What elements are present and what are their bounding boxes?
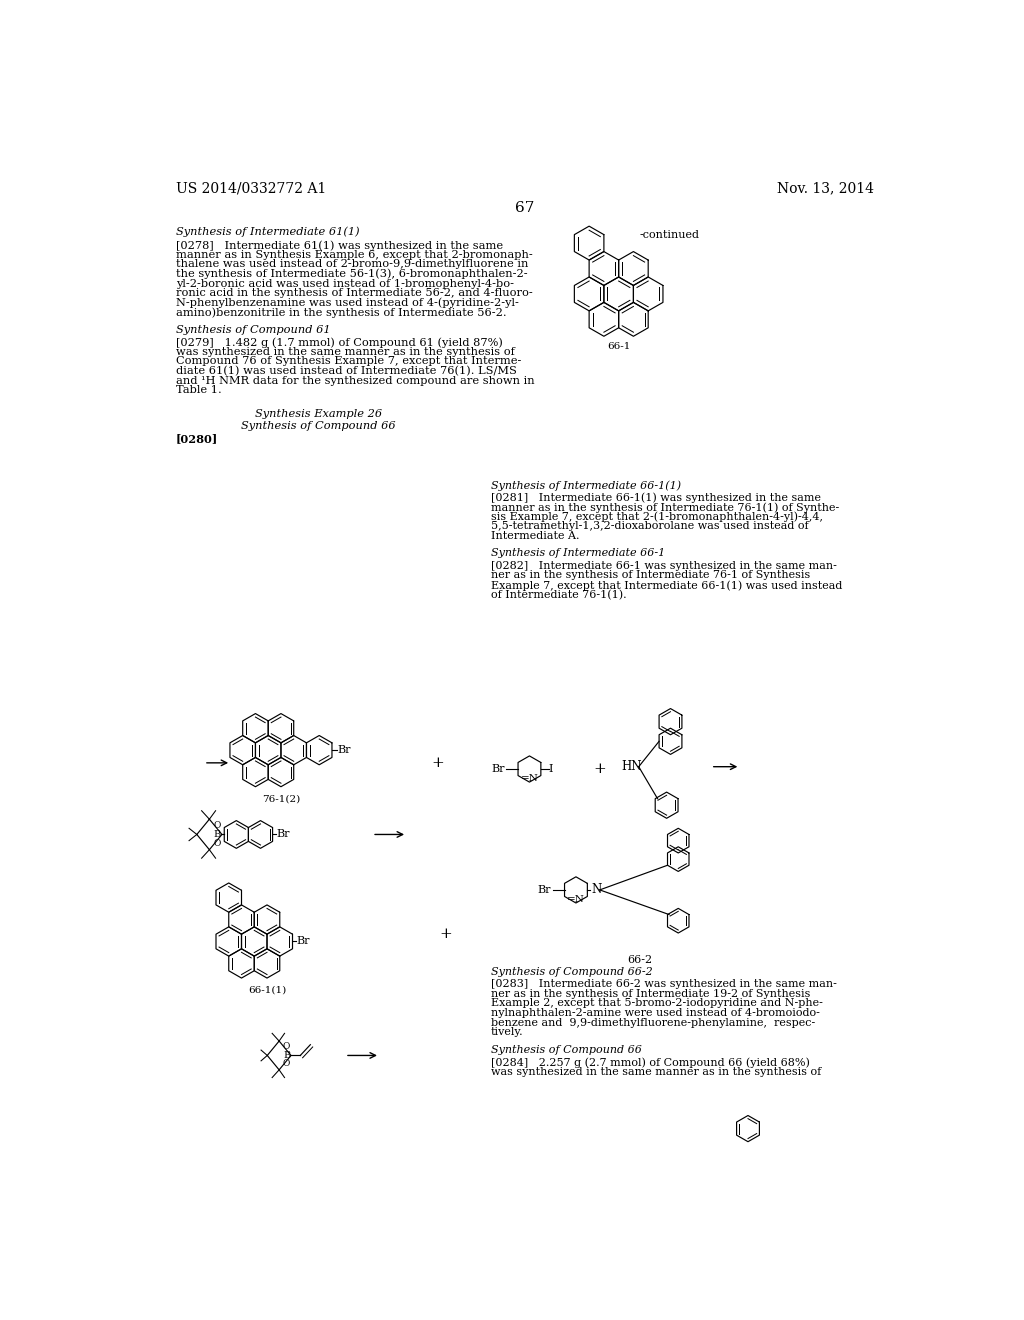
- Text: Br: Br: [337, 746, 351, 755]
- Text: -continued: -continued: [640, 230, 699, 240]
- Text: Synthesis of Compound 61: Synthesis of Compound 61: [176, 325, 331, 335]
- Text: 67: 67: [515, 201, 535, 215]
- Text: Br: Br: [296, 936, 310, 946]
- Text: benzene and  9,9-dimethylfluorene-phenylamine,  respec-: benzene and 9,9-dimethylfluorene-phenyla…: [490, 1018, 815, 1028]
- Text: was synthesized in the same manner as in the synthesis of: was synthesized in the same manner as in…: [490, 1067, 821, 1077]
- Text: thalene was used instead of 2-bromo-9,9-dimethylfluorene in: thalene was used instead of 2-bromo-9,9-…: [176, 259, 528, 269]
- Text: [0282]   Intermediate 66-1 was synthesized in the same man-: [0282] Intermediate 66-1 was synthesized…: [490, 561, 837, 570]
- Text: B: B: [213, 830, 220, 840]
- Text: Synthesis of Intermediate 66-1(1): Synthesis of Intermediate 66-1(1): [490, 480, 681, 491]
- Text: Br: Br: [276, 829, 290, 840]
- Text: Br: Br: [492, 764, 505, 774]
- Text: O: O: [282, 1043, 290, 1052]
- Text: Synthesis of Compound 66-2: Synthesis of Compound 66-2: [490, 966, 652, 977]
- Text: Nov. 13, 2014: Nov. 13, 2014: [776, 182, 873, 195]
- Text: Intermediate A.: Intermediate A.: [490, 531, 580, 541]
- Text: of Intermediate 76-1(1).: of Intermediate 76-1(1).: [490, 590, 627, 599]
- Text: US 2014/0332772 A1: US 2014/0332772 A1: [176, 182, 327, 195]
- Text: [0280]: [0280]: [176, 433, 218, 445]
- Text: O: O: [282, 1060, 290, 1068]
- Text: B: B: [284, 1051, 291, 1060]
- Text: ner as in the synthesis of Intermediate 76-1 of Synthesis: ner as in the synthesis of Intermediate …: [490, 570, 810, 581]
- Text: ronic acid in the synthesis of Intermediate 56-2, and 4-fluoro-: ronic acid in the synthesis of Intermedi…: [176, 288, 532, 298]
- Text: Synthesis of Compound 66: Synthesis of Compound 66: [242, 421, 396, 430]
- Text: =N: =N: [520, 775, 539, 783]
- Text: Synthesis of Intermediate 61(1): Synthesis of Intermediate 61(1): [176, 226, 359, 236]
- Text: N-phenylbenzenamine was used instead of 4-(pyridine-2-yl-: N-phenylbenzenamine was used instead of …: [176, 298, 519, 309]
- Text: diate 61(1) was used instead of Intermediate 76(1). LS/MS: diate 61(1) was used instead of Intermed…: [176, 366, 517, 376]
- Text: [0279]   1.482 g (1.7 mmol) of Compound 61 (yield 87%): [0279] 1.482 g (1.7 mmol) of Compound 61…: [176, 337, 503, 347]
- Text: +: +: [594, 762, 606, 776]
- Text: 5,5-tetramethyl-1,3,2-dioxaborolane was used instead of: 5,5-tetramethyl-1,3,2-dioxaborolane was …: [490, 521, 808, 532]
- Text: nylnaphthalen-2-amine were used instead of 4-bromoiodo-: nylnaphthalen-2-amine were used instead …: [490, 1008, 819, 1018]
- Text: O: O: [213, 821, 221, 830]
- Text: 66-2: 66-2: [627, 956, 652, 965]
- Text: the synthesis of Intermediate 56-1(3), 6-bromonaphthalen-2-: the synthesis of Intermediate 56-1(3), 6…: [176, 269, 527, 280]
- Text: tively.: tively.: [490, 1027, 523, 1038]
- Text: Compound 76 of Synthesis Example 7, except that Interme-: Compound 76 of Synthesis Example 7, exce…: [176, 356, 521, 366]
- Text: Synthesis Example 26: Synthesis Example 26: [255, 409, 382, 418]
- Text: I: I: [549, 764, 553, 774]
- Text: Example 7, except that Intermediate 66-1(1) was used instead: Example 7, except that Intermediate 66-1…: [490, 579, 842, 590]
- Text: [0284]   2.257 g (2.7 mmol) of Compound 66 (yield 68%): [0284] 2.257 g (2.7 mmol) of Compound 66…: [490, 1057, 810, 1068]
- Text: HN: HN: [621, 760, 641, 774]
- Text: manner as in the synthesis of Intermediate 76-1(1) of Synthe-: manner as in the synthesis of Intermedia…: [490, 502, 839, 512]
- Text: [0278]   Intermediate 61(1) was synthesized in the same: [0278] Intermediate 61(1) was synthesize…: [176, 240, 503, 251]
- Text: ner as in the synthesis of Intermediate 19-2 of Synthesis: ner as in the synthesis of Intermediate …: [490, 989, 810, 999]
- Text: Table 1.: Table 1.: [176, 385, 222, 395]
- Text: [0283]   Intermediate 66-2 was synthesized in the same man-: [0283] Intermediate 66-2 was synthesized…: [490, 979, 837, 989]
- Text: Synthesis of Intermediate 66-1: Synthesis of Intermediate 66-1: [490, 548, 665, 558]
- Text: +: +: [439, 927, 453, 941]
- Text: 76-1(2): 76-1(2): [262, 795, 300, 804]
- Text: yl-2-boronic acid was used instead of 1-bromophenyl-4-bo-: yl-2-boronic acid was used instead of 1-…: [176, 279, 514, 289]
- Text: 66-1(1): 66-1(1): [248, 986, 286, 995]
- Text: amino)benzonitrile in the synthesis of Intermediate 56-2.: amino)benzonitrile in the synthesis of I…: [176, 308, 507, 318]
- Text: and ¹H NMR data for the synthesized compound are shown in: and ¹H NMR data for the synthesized comp…: [176, 376, 535, 385]
- Text: was synthesized in the same manner as in the synthesis of: was synthesized in the same manner as in…: [176, 347, 515, 356]
- Text: =N: =N: [567, 895, 585, 904]
- Text: O: O: [213, 840, 221, 847]
- Text: N: N: [591, 883, 601, 896]
- Text: Synthesis of Compound 66: Synthesis of Compound 66: [490, 1044, 642, 1055]
- Text: Example 2, except that 5-bromo-2-iodopyridine and N-phe-: Example 2, except that 5-bromo-2-iodopyr…: [490, 998, 822, 1008]
- Text: [0281]   Intermediate 66-1(1) was synthesized in the same: [0281] Intermediate 66-1(1) was synthesi…: [490, 492, 820, 503]
- Text: manner as in Synthesis Example 6, except that 2-bromonaph-: manner as in Synthesis Example 6, except…: [176, 249, 532, 260]
- Text: Br: Br: [538, 884, 551, 895]
- Text: +: +: [432, 756, 444, 770]
- Text: sis Example 7, except that 2-(1-bromonaphthalen-4-yl)-4,4,: sis Example 7, except that 2-(1-bromonap…: [490, 512, 822, 523]
- Text: 66-1: 66-1: [607, 342, 631, 351]
